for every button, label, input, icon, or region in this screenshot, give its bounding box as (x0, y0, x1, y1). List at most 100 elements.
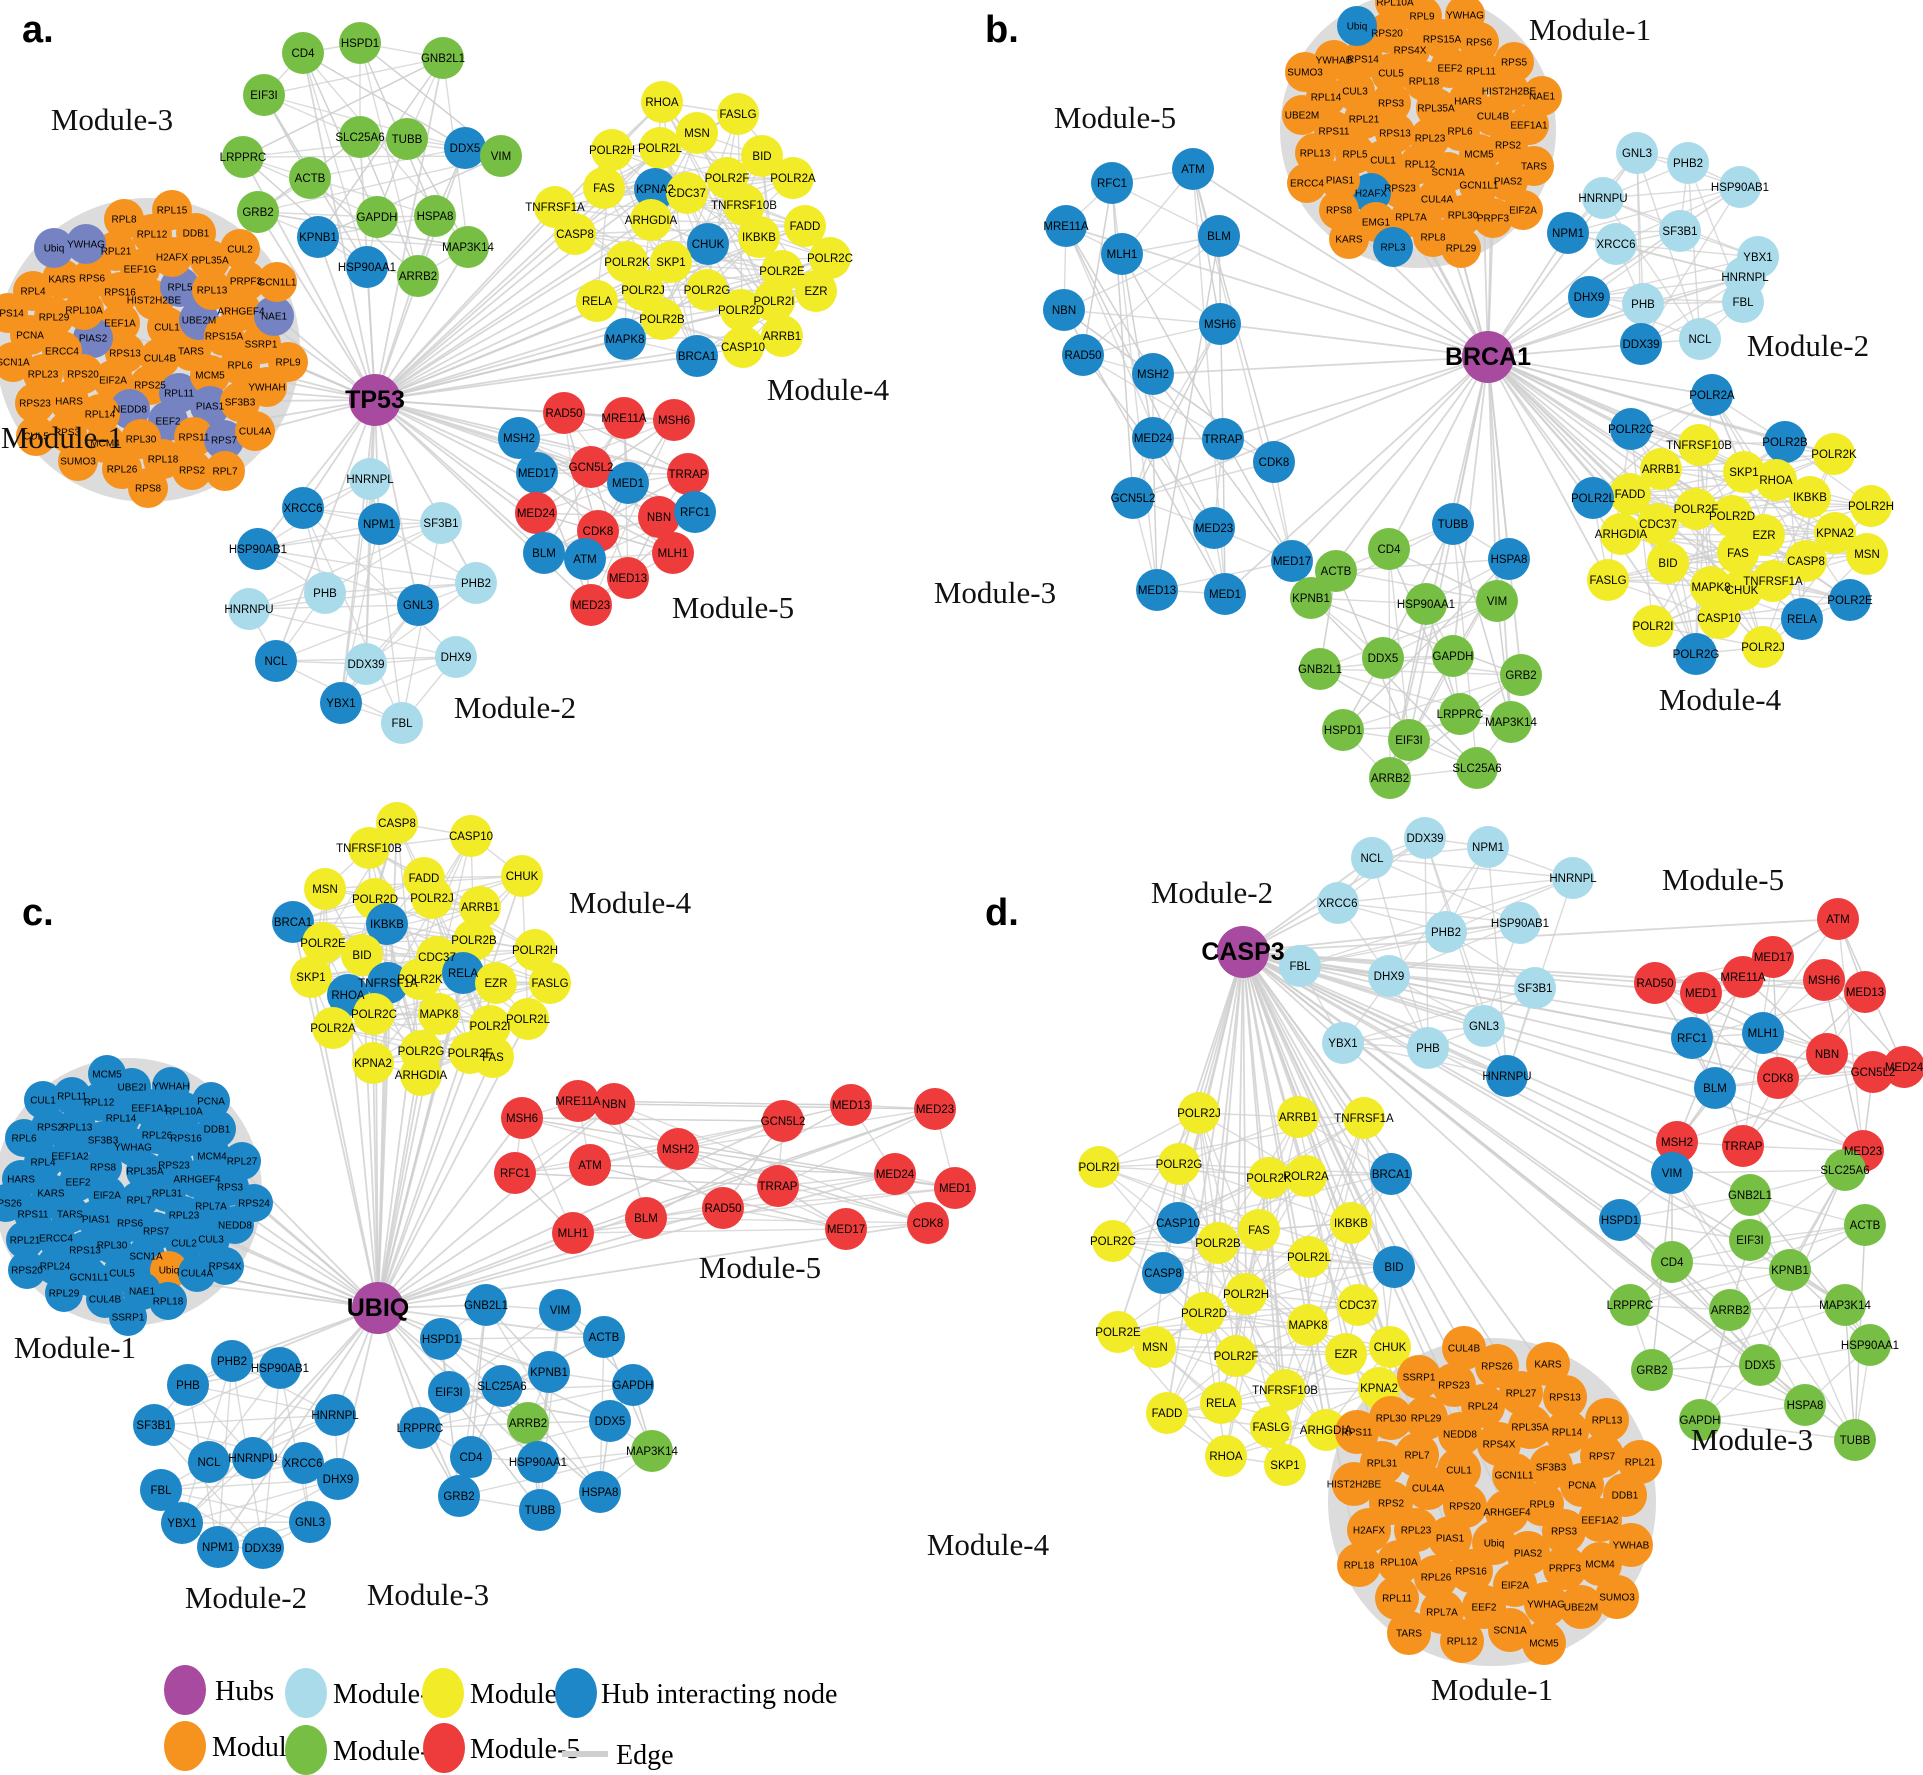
node-RPL11 (53, 1077, 91, 1115)
module-label-module-1: Module-1 (1529, 12, 1651, 47)
module-label-module-5: Module-5 (672, 590, 794, 625)
node-POLR2G (686, 269, 728, 311)
node-CD4 (450, 1436, 492, 1478)
edge (1487, 243, 1617, 358)
node-MED1 (1680, 972, 1722, 1014)
node-HSPA8 (1488, 538, 1530, 580)
node-RPS2 (172, 450, 212, 490)
node-POLR2E (1097, 1311, 1139, 1353)
node-POLR2D (720, 289, 762, 331)
node-RFC1 (1091, 162, 1133, 204)
edge (470, 1304, 487, 1458)
node-YWHAG (66, 224, 106, 264)
node-KPNA2 (352, 1042, 394, 1084)
node-MAPK8 (1287, 1304, 1329, 1346)
node-MSH2 (1656, 1121, 1698, 1163)
node-GCN5L2 (762, 1100, 804, 1142)
node-TNFRSF10B (1264, 1369, 1306, 1411)
node-ERCC4 (37, 1219, 75, 1257)
node-SKP1 (1264, 1444, 1306, 1486)
edge (1654, 982, 1864, 1152)
edge (302, 507, 457, 658)
edge (1629, 1269, 1791, 1306)
node-CDC37 (666, 172, 708, 214)
node-HSPD1 (1599, 1199, 1641, 1241)
node-LRPPRC (1439, 693, 1481, 735)
edge (257, 211, 376, 401)
node-SKP1 (650, 241, 692, 283)
node-NBN (1043, 289, 1085, 331)
node-MED13 (1844, 971, 1886, 1013)
node-MLH1 (652, 532, 694, 574)
edge (1319, 668, 1522, 676)
node-EZR (795, 270, 837, 312)
node-MED17 (825, 1208, 867, 1250)
node-TUBB (1432, 503, 1474, 545)
node-MSH2 (498, 417, 540, 459)
module-label-module-4: Module-4 (767, 372, 890, 407)
node-SLC25A6 (339, 116, 381, 158)
node-RPL18 (1337, 1543, 1381, 1587)
edge (181, 1307, 379, 1524)
edge (1487, 303, 1644, 358)
hub-label-BRCA1: BRCA1 (1445, 343, 1531, 371)
edge (1619, 1194, 1751, 1221)
node-POLR2H (514, 929, 556, 971)
node-HSPD1 (420, 1318, 462, 1360)
edge (1152, 356, 1489, 375)
node-TRRAP (1202, 418, 1244, 460)
edge (1152, 373, 1293, 562)
edge (374, 399, 537, 514)
node-FAS (583, 167, 625, 209)
node-RPL12 (1440, 1619, 1484, 1663)
edge (1371, 857, 1521, 924)
node-POLR2A (1285, 1155, 1327, 1197)
edge (1121, 253, 1293, 562)
node-SF3B1 (1514, 967, 1556, 1009)
node-RPS24 (235, 1184, 273, 1222)
edge (217, 1307, 379, 1548)
node-EIF3I (428, 1371, 470, 1413)
node-BID (1647, 542, 1689, 584)
edge (485, 1304, 601, 1493)
edge (1217, 951, 1244, 1244)
module-label-module-3: Module-3 (1691, 1422, 1813, 1457)
edge (1319, 668, 1478, 769)
edge (1192, 168, 1489, 358)
node-RPS26 (0, 1184, 25, 1222)
node-GAPDH (1432, 635, 1474, 677)
node-NPM1 (358, 503, 400, 545)
hub-node-BRCA1 (1462, 331, 1514, 383)
node-SLC25A6 (1824, 1149, 1866, 1191)
node-PHB (167, 1364, 209, 1406)
node-RPS11 (1335, 1410, 1379, 1454)
node-CD4 (282, 32, 324, 74)
node-MSH6 (653, 399, 695, 441)
node-ATM (1817, 898, 1859, 940)
node-VIM (1651, 1152, 1693, 1194)
node-DDX5 (1739, 1344, 1781, 1386)
node-RPL3 (1373, 227, 1413, 267)
node-POLR2K (399, 958, 441, 1000)
node-CASP10 (722, 326, 764, 368)
node-CUL2 (220, 229, 260, 269)
node-RPL10A (64, 290, 104, 330)
node-Ubiq (150, 1251, 188, 1289)
node-RPS26 (1475, 1344, 1519, 1388)
edge (153, 1414, 336, 1426)
node-UBE2M (1282, 95, 1322, 135)
module-label-module-5: Module-5 (1662, 862, 1784, 897)
panel-letter-d: d. (985, 892, 1019, 934)
edge (1242, 951, 1764, 1034)
module-label-module-3: Module-3 (934, 575, 1056, 610)
node-KPNB1 (528, 1351, 570, 1393)
edge (590, 419, 675, 606)
node-PIAS1 (190, 386, 230, 426)
node-ARRB2 (1709, 1289, 1751, 1331)
panel-letter-b: b. (985, 9, 1019, 51)
node-RPL9 (268, 342, 308, 382)
edge (1319, 600, 1498, 670)
node-RPS14 (1343, 39, 1383, 79)
node-DDX5 (1362, 637, 1404, 679)
